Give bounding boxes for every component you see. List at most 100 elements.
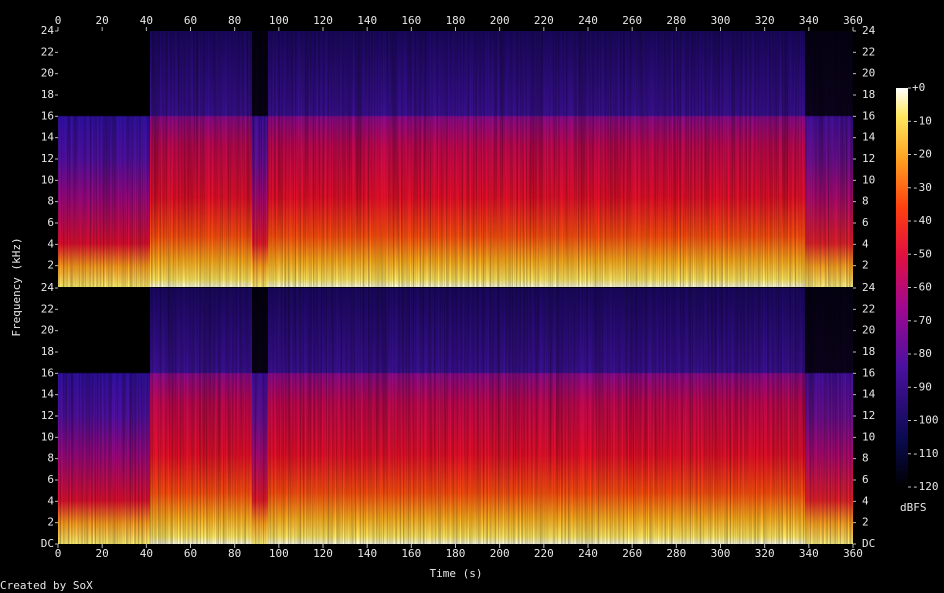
y-tick-label: 2 [862,516,869,529]
colorbar-tick-label: -60 [912,281,932,294]
y-tick-label: 6 [862,216,869,229]
y-tick-label: 14 [862,131,876,144]
x-tick-label: 20 [96,14,109,27]
colorbar-tick-label: -40 [912,214,932,227]
x-tick-label: 340 [799,14,819,27]
x-tick-label: 280 [666,14,686,27]
y-tick-label: 8 [862,452,869,465]
x-tick-label: 260 [622,14,642,27]
colorbar [896,88,908,487]
x-tick-label: 40 [140,547,153,560]
colorbar-label: dBFS [900,501,927,514]
colorbar-tick-label: -50 [912,247,932,260]
y-tick-label: 4 [862,237,869,250]
x-tick-label: 60 [184,547,197,560]
y-tick-label: 22 [862,302,875,315]
colorbar-tick-label: -100 [912,414,939,427]
y-tick-label: 14 [41,131,55,144]
y-tick-label: 20 [862,67,875,80]
x-tick-label: 60 [184,14,197,27]
x-tick-label: 120 [313,547,333,560]
y-axis-label: Frequency (kHz) [10,237,23,336]
y-tick-label: 4 [47,494,54,507]
y-tick-label: 24 [862,24,876,37]
y-tick-label: 16 [41,366,54,379]
x-tick-label: 120 [313,14,333,27]
x-tick-label: 280 [666,547,686,560]
y-tick-label: 22 [41,302,54,315]
spectrogram-image [58,31,853,544]
x-axis-label: Time (s) [430,567,483,580]
y-tick-label: 14 [41,388,55,401]
x-tick-label: 200 [490,14,510,27]
colorbar-tick-label: +0 [912,81,925,94]
x-tick-label: 180 [446,14,466,27]
x-tick-label: 240 [578,547,598,560]
x-tick-label: 180 [446,547,466,560]
x-tick-label: 220 [534,14,554,27]
footer: Created by SoX [0,579,93,592]
x-tick-label: 360 [843,547,863,560]
x-tick-label: 320 [755,14,775,27]
texture [58,288,853,544]
y-tick-label: 8 [47,195,54,208]
y-tick-label: 16 [41,109,54,122]
y-tick-label: 4 [47,237,54,250]
y-tick-label: 20 [41,324,54,337]
y-tick-label: 18 [862,345,875,358]
colorbar-tick-label: -20 [912,148,932,161]
x-tick-label: 320 [755,547,775,560]
y-tick-label: DC [862,537,875,550]
x-tick-label: 160 [401,14,421,27]
y-tick-label: 10 [862,430,875,443]
colorbar-tick-label: -30 [912,181,932,194]
y-tick-label: 22 [41,45,54,58]
y-tick-label: DC [41,537,54,550]
y-tick-label: 6 [47,473,54,486]
x-tick-label: 40 [140,14,153,27]
y-tick-label: 12 [41,409,54,422]
y-tick-label: 12 [862,152,875,165]
colorbar-tick-label: -120 [912,480,939,493]
x-tick-label: 300 [711,14,731,27]
y-tick-label: 24 [41,281,55,294]
y-tick-label: 10 [41,430,54,443]
y-tick-label: 18 [41,88,54,101]
x-tick-label: 360 [843,14,863,27]
y-tick-label: 24 [41,24,55,37]
y-tick-label: 20 [862,324,875,337]
x-tick-label: 300 [711,547,731,560]
y-tick-label: 16 [862,366,875,379]
y-tick-label: 6 [862,473,869,486]
y-tick-label: 16 [862,109,875,122]
y-tick-label: 10 [862,173,875,186]
y-tick-label: 22 [862,45,875,58]
texture [58,31,853,287]
x-tick-label: 20 [96,547,109,560]
x-tick-label: 140 [357,14,377,27]
colorbar-tick-label: -10 [912,114,932,127]
y-tick-label: 18 [41,345,54,358]
channel-2 [58,288,853,544]
x-tick-label: 100 [269,547,289,560]
x-tick-label: 260 [622,547,642,560]
y-tick-label: 12 [41,152,54,165]
colorbar-tick-label: -70 [912,314,932,327]
y-tick-label: 2 [47,259,54,272]
y-tick-label: 8 [862,195,869,208]
x-tick-label: 80 [228,14,241,27]
channel-1 [58,31,853,287]
x-tick-label: 140 [357,547,377,560]
x-tick-label: 160 [401,547,421,560]
colorbar-tick-label: -110 [912,447,939,460]
y-tick-label: 2 [47,516,54,529]
x-tick-label: 0 [55,547,62,560]
colorbar-tick-label: -90 [912,380,932,393]
x-tick-label: 0 [55,14,62,27]
y-tick-label: 12 [862,409,875,422]
y-tick-label: 18 [862,88,875,101]
y-tick-label: 6 [47,216,54,229]
y-tick-label: 8 [47,452,54,465]
y-tick-label: 14 [862,388,876,401]
